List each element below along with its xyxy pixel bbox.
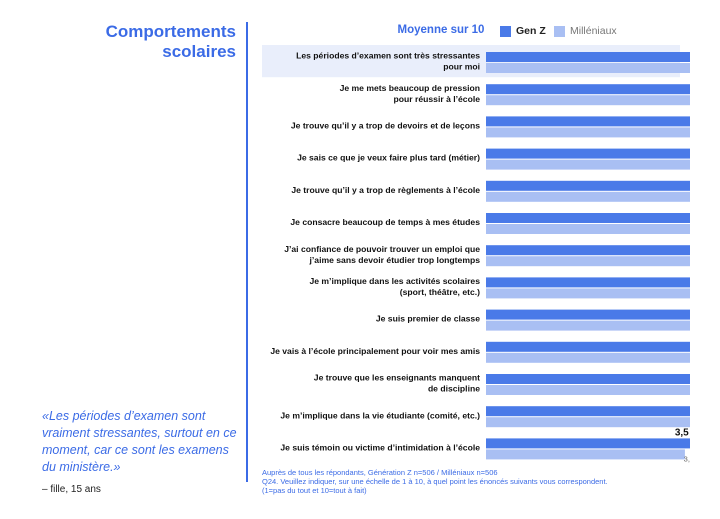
- footnote-line: Q24. Veuillez indiquer, sur une échelle …: [262, 477, 608, 486]
- bar-genz: [486, 309, 690, 320]
- category-label: pour moi: [443, 62, 480, 72]
- bar-millennials: [486, 224, 690, 234]
- bar-millennials: [486, 352, 690, 363]
- footnote-line: Auprès de tous les répondants, Génératio…: [262, 468, 498, 477]
- bar-genz: [486, 180, 690, 191]
- category-label: Je trouve que les enseignants manquent: [314, 373, 480, 383]
- bar-genz: [486, 52, 690, 62]
- bar-genz: [486, 438, 690, 449]
- bar-millennials: [486, 63, 690, 73]
- category-label: Je trouve qu’il y a trop de devoirs et d…: [291, 121, 480, 131]
- bar-millennials: [486, 288, 690, 299]
- bar-millennials: [486, 191, 690, 202]
- bar-genz: [486, 341, 690, 352]
- bar-label-millennials: 3,4: [684, 454, 690, 463]
- legend-genz-label: Gen Z: [516, 25, 546, 37]
- bar-genz: [486, 148, 690, 159]
- category-label: Je sais ce que je veux faire plus tard (…: [297, 153, 480, 163]
- legend-genz-swatch: [500, 25, 511, 37]
- category-label: Les périodes d’examen sont très stressan…: [296, 51, 480, 61]
- category-label: Je m’implique dans la vie étudiante (com…: [280, 410, 480, 420]
- bar-millennials: [486, 159, 690, 170]
- bar-genz: [486, 277, 690, 288]
- legend-millennials-swatch: [554, 25, 565, 37]
- category-label: Je consacre beaucoup de temps à mes étud…: [290, 217, 480, 227]
- footnote-line: (1=pas du tout et 10=tout à fait): [262, 486, 367, 495]
- quote: «Les périodes d’examen sont vraiment str…: [42, 409, 237, 474]
- legend-genz: Gen Z: [500, 25, 546, 37]
- average-label: Moyenne sur 10: [397, 24, 485, 36]
- category-label: (sport, théâtre, etc.): [400, 287, 480, 297]
- bar-label-genz: 3,5: [675, 427, 689, 438]
- legend-millennials-label: Milléniaux: [570, 25, 617, 37]
- section-title: Comportements scolaires: [105, 22, 236, 61]
- category-label: Je suis premier de classe: [376, 314, 480, 324]
- bar-millennials: [486, 320, 690, 331]
- bar-millennials: [486, 127, 690, 138]
- category-label: pour réussir à l’école: [394, 94, 481, 104]
- bar-genz: [486, 213, 690, 223]
- bar-genz: [486, 374, 690, 384]
- bar-genz: [486, 245, 690, 256]
- quote-attribution: – fille, 15 ans: [42, 484, 101, 495]
- bar-millennials: [486, 417, 690, 428]
- legend-millennials: Milléniaux: [554, 25, 617, 37]
- category-label: Je trouve qu’il y a trop de règlements à…: [291, 185, 480, 195]
- bar-millennials: [486, 385, 690, 395]
- vertical-divider: [246, 22, 248, 482]
- bar-millennials: [486, 449, 685, 460]
- category-label: Je m’implique dans les activités scolair…: [309, 276, 480, 286]
- bar-millennials: [486, 256, 690, 267]
- bar-genz: [486, 84, 690, 95]
- bar-chart: Les périodes d’examen sont très stressan…: [262, 45, 690, 463]
- category-label: j’aime sans devoir étudier trop longtemp…: [309, 255, 481, 265]
- category-label: Je suis témoin ou victime d’intimidation…: [280, 443, 480, 453]
- category-label: J’ai confiance de pouvoir trouver un emp…: [284, 244, 480, 254]
- category-label: de discipline: [428, 384, 480, 394]
- category-label: Je vais à l’école principalement pour vo…: [270, 346, 480, 356]
- bar-genz: [486, 406, 690, 417]
- footnote: Auprès de tous les répondants, Génératio…: [262, 468, 682, 495]
- category-label: Je me mets beaucoup de pression: [340, 83, 480, 93]
- bar-millennials: [486, 95, 690, 106]
- bar-genz: [486, 116, 690, 127]
